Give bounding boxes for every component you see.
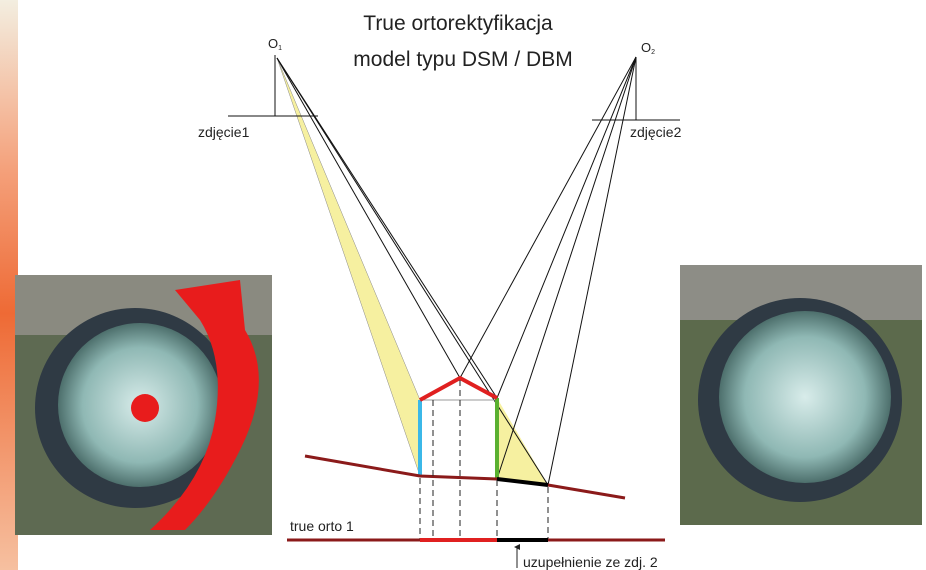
title-line: model typu DSM / DBM <box>353 48 572 71</box>
aerial-image-right <box>680 265 922 525</box>
roof <box>420 378 497 400</box>
aerial-image-left <box>15 275 272 535</box>
terrain <box>305 456 625 498</box>
title-line: True ortorektyfikacja <box>363 12 553 35</box>
camera-label: O2 <box>641 40 655 56</box>
camera-caption: zdjęcie1 <box>198 124 250 140</box>
page: {"header": {"title": ["True ortorektyfik… <box>0 0 926 570</box>
projection-wedge <box>277 58 420 476</box>
camera-2 <box>592 57 680 120</box>
fill-label: uzupełnienie ze zdj. 2 <box>523 554 658 570</box>
occluded-wedge <box>497 398 548 485</box>
diagram: True ortorektyfikacja model typu DSM / D… <box>0 0 926 570</box>
camera-caption: zdjęcie2 <box>630 124 682 140</box>
ortho-label: true orto 1 <box>290 518 354 534</box>
rays <box>277 57 636 485</box>
camera-label: O1 <box>268 36 282 52</box>
